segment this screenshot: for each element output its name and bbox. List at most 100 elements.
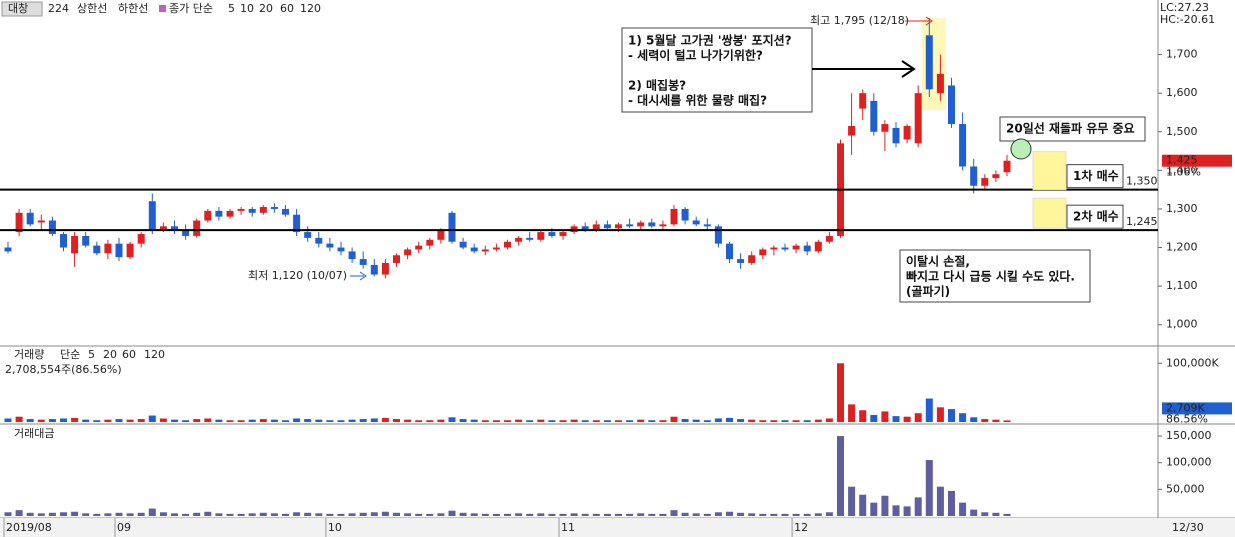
- x-axis-strip: [0, 518, 1235, 537]
- bar: [293, 418, 301, 422]
- bar: [959, 413, 967, 422]
- candle-body: [626, 224, 634, 227]
- candle-body: [792, 245, 800, 250]
- bar: [26, 512, 34, 516]
- candle-body: [515, 237, 523, 242]
- bar: [659, 420, 667, 422]
- bar: [692, 419, 700, 422]
- candle-body: [603, 224, 611, 229]
- candle-body: [637, 222, 645, 227]
- bar: [270, 513, 278, 516]
- arrow-head: [359, 271, 367, 281]
- bar: [159, 418, 167, 422]
- candle-body: [4, 247, 12, 252]
- bar: [848, 404, 856, 422]
- bar: [903, 506, 911, 516]
- bar: [348, 419, 356, 422]
- bar: [881, 411, 889, 422]
- bar: [515, 513, 523, 516]
- bar: [603, 513, 611, 516]
- bar: [326, 420, 334, 422]
- bar: [881, 495, 889, 516]
- candle-body: [726, 243, 733, 260]
- candle-body: [282, 208, 289, 215]
- bar: [703, 513, 711, 516]
- bar: [104, 419, 112, 422]
- bar: [848, 486, 856, 516]
- candle-body: [182, 230, 190, 236]
- candle-body: [470, 247, 478, 252]
- bar: [270, 419, 278, 422]
- bar: [948, 409, 955, 422]
- bar: [370, 512, 378, 516]
- candle-body: [326, 243, 334, 248]
- bar: [504, 513, 511, 516]
- bar: [293, 512, 301, 516]
- bar: [348, 513, 356, 516]
- bar: [703, 420, 711, 422]
- annotation: 20일선 재돌파 유무 중요: [1006, 121, 1135, 136]
- candle-body: [315, 237, 323, 244]
- ma-label: 종가 단순: [169, 2, 213, 15]
- bar: [182, 513, 190, 516]
- annotation-box: [999, 116, 1146, 142]
- bar: [859, 494, 867, 516]
- level-name: 1차 매수: [1073, 168, 1119, 183]
- bar: [37, 419, 45, 422]
- title-box[interactable]: [1, 1, 43, 17]
- candle-body: [870, 100, 878, 132]
- bar: [803, 420, 811, 422]
- candle-body: [581, 226, 589, 231]
- bar: [437, 513, 445, 516]
- candle-body: [881, 124, 889, 132]
- candle-body: [1003, 160, 1011, 173]
- annotation-box: [899, 249, 1091, 303]
- bar: [315, 419, 323, 422]
- bar: [204, 418, 212, 422]
- y-tick-label: 1,600: [1166, 86, 1198, 99]
- candle-body: [248, 208, 256, 213]
- bar: [282, 420, 289, 422]
- chart-title: 대창: [8, 2, 28, 15]
- bar: [182, 420, 190, 422]
- bar: [60, 418, 67, 422]
- band-label: 하한선: [118, 1, 148, 15]
- candle-body: [892, 127, 900, 144]
- candle-body: [15, 212, 23, 233]
- bar: [792, 420, 800, 422]
- candle-body: [237, 208, 245, 211]
- bar: [148, 415, 156, 422]
- candle-body: [681, 208, 689, 221]
- bar: [481, 420, 489, 422]
- bar: [714, 512, 722, 516]
- current-price: 1,425: [1166, 154, 1198, 167]
- bar: [570, 513, 578, 516]
- legend-period: 20: [103, 348, 117, 361]
- bar: [48, 419, 56, 422]
- bar: [359, 419, 367, 422]
- x-tick-label: 12: [794, 521, 808, 534]
- bar: [537, 419, 545, 422]
- candle-body: [914, 93, 922, 144]
- candle-body: [692, 220, 700, 225]
- bar: [415, 420, 423, 422]
- bar: [981, 419, 989, 422]
- bar: [936, 407, 944, 422]
- y-tick-label: 1,700: [1166, 48, 1198, 61]
- bar: [681, 512, 689, 516]
- bar: [737, 419, 745, 422]
- volume-ratio: 86.56%: [1166, 412, 1208, 425]
- bar: [1003, 420, 1011, 422]
- bar: [692, 513, 700, 516]
- bar: [859, 410, 867, 422]
- bar: [259, 419, 267, 422]
- bar: [470, 513, 478, 516]
- y-tick-label: 1,200: [1166, 241, 1198, 254]
- candle-body: [615, 224, 622, 229]
- bar: [492, 513, 500, 516]
- candle-body: [526, 237, 534, 240]
- level-value: 1,245: [1126, 215, 1158, 228]
- hc-label: HC:-20.61: [1160, 13, 1215, 26]
- band-label: 상한선: [77, 2, 107, 15]
